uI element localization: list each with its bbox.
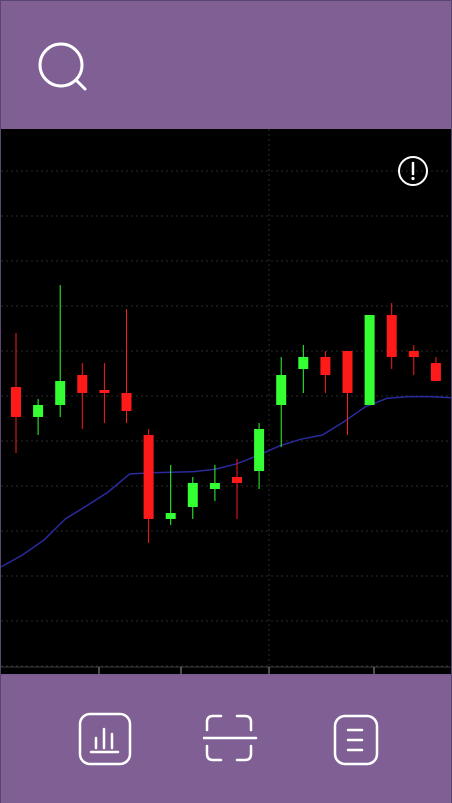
candle-body — [209, 483, 220, 489]
candle-body — [33, 405, 44, 417]
candle-body — [298, 357, 309, 369]
candle-body — [364, 315, 375, 405]
charts-button[interactable] — [78, 712, 134, 768]
list-icon — [333, 714, 379, 766]
candle — [320, 351, 331, 393]
candle — [165, 465, 176, 525]
candle-body — [430, 363, 441, 381]
candle-body — [386, 315, 397, 357]
candle-body — [99, 390, 110, 393]
bar-chart-icon — [78, 712, 132, 766]
app-header — [1, 1, 451, 129]
candle — [408, 345, 419, 375]
candle-body — [232, 477, 242, 483]
candle — [276, 357, 287, 447]
candlestick-chart[interactable] — [1, 129, 451, 674]
candle — [254, 423, 265, 489]
candle — [298, 345, 309, 393]
candle-body — [187, 483, 198, 507]
candle — [386, 303, 397, 369]
candle-body — [77, 375, 88, 393]
list-button[interactable] — [331, 712, 387, 768]
candle-body — [11, 387, 21, 417]
candle — [11, 333, 21, 453]
candle — [364, 315, 375, 405]
candle-body — [254, 429, 265, 471]
info-circle-icon — [398, 156, 428, 186]
x-axis — [1, 666, 451, 674]
candle-body — [342, 351, 353, 393]
candle — [121, 309, 132, 423]
search-icon — [38, 42, 87, 91]
candle — [342, 351, 353, 435]
candle-body — [320, 357, 331, 375]
candle-body — [121, 393, 132, 411]
scan-button[interactable] — [201, 712, 259, 768]
candle-body — [55, 381, 66, 405]
chart-info-button[interactable] — [397, 155, 429, 187]
moving-average-line — [1, 395, 451, 568]
chart-canvas — [1, 129, 451, 674]
scan-icon — [201, 714, 258, 762]
candle — [209, 465, 220, 501]
candle — [55, 285, 66, 417]
candle — [143, 429, 154, 543]
candle-body — [165, 513, 176, 519]
candle-series — [11, 285, 441, 543]
candle-body — [276, 375, 287, 405]
candle-body — [408, 351, 419, 357]
search-button[interactable] — [35, 39, 91, 95]
candle — [33, 399, 44, 435]
bottom-nav — [1, 676, 451, 803]
candle — [99, 363, 110, 423]
candle — [232, 459, 242, 519]
candle — [187, 477, 198, 519]
candle — [430, 357, 441, 381]
candle — [77, 363, 88, 429]
chart-grid — [1, 129, 451, 667]
candle-body — [143, 435, 154, 519]
